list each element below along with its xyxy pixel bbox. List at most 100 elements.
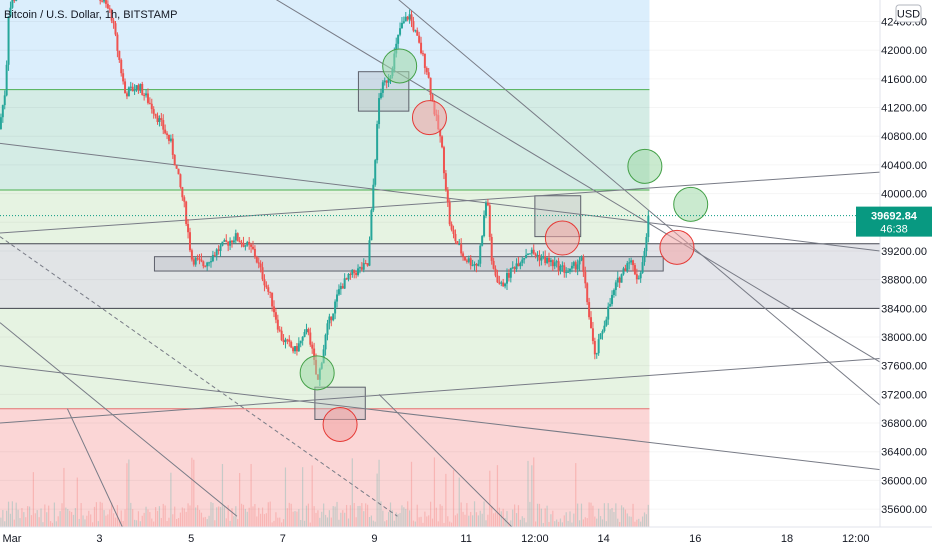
volume-bar <box>128 459 130 527</box>
candle <box>190 250 193 260</box>
gray-band <box>0 243 880 309</box>
volume-bar <box>472 515 474 527</box>
candle <box>139 83 142 91</box>
candle <box>490 236 493 261</box>
candle <box>477 263 480 266</box>
candle <box>154 113 157 116</box>
x-tick-label: 3 <box>96 533 102 545</box>
volume-bar <box>569 511 571 527</box>
currency-badge[interactable]: USD <box>895 4 922 23</box>
candle <box>211 254 214 262</box>
candle <box>601 331 604 334</box>
volume-bar <box>139 521 141 527</box>
candle <box>183 197 186 202</box>
volume-bar <box>374 521 376 527</box>
candle <box>357 268 360 276</box>
volume-bar <box>309 522 311 527</box>
dashed-trendline <box>0 236 398 517</box>
volume-bar <box>6 510 8 527</box>
volume-bar <box>93 506 96 527</box>
volume-bar <box>494 512 497 527</box>
volume-bar <box>55 521 57 527</box>
volume-bar <box>447 516 449 527</box>
volume-bar <box>601 519 604 527</box>
red-circle <box>411 100 447 136</box>
volume-bar <box>449 521 451 527</box>
candle <box>471 265 474 267</box>
candle <box>160 118 163 121</box>
volume-bar <box>233 516 235 527</box>
candle <box>633 265 636 275</box>
volume-bar <box>460 502 462 527</box>
price-badge-countdown: 46:38 <box>880 224 908 236</box>
candle <box>475 264 478 266</box>
candle <box>555 261 558 263</box>
candle <box>462 253 465 257</box>
candle <box>324 334 327 350</box>
volume-bar <box>628 516 630 527</box>
volume-bar <box>330 517 332 527</box>
volume-bar <box>277 517 279 527</box>
volume-bar <box>441 505 443 527</box>
candle <box>133 90 136 92</box>
candle <box>635 274 638 280</box>
volume-bar <box>540 508 542 527</box>
candle <box>213 254 216 256</box>
price-badge-price: 39692.84 <box>871 211 918 223</box>
volume-bar <box>282 519 285 527</box>
candle <box>208 262 211 264</box>
candle <box>150 103 153 110</box>
volume-bar <box>430 501 432 527</box>
volume-bar <box>0 517 2 527</box>
candle <box>551 260 554 267</box>
candle <box>343 278 346 289</box>
volume-bar <box>261 507 264 527</box>
candle <box>188 232 191 251</box>
volume-bar <box>389 502 392 527</box>
volume-bar <box>168 517 170 527</box>
y-tick-label: 38000.00 <box>881 332 927 344</box>
volume-bar <box>151 518 153 527</box>
candle <box>322 349 325 364</box>
candle <box>196 258 199 260</box>
candle <box>103 0 106 2</box>
volume-bar <box>620 505 623 527</box>
volume-bar <box>556 519 558 527</box>
volume-bar <box>170 472 172 527</box>
volume-bar <box>239 472 241 527</box>
candle <box>498 282 501 284</box>
volume-bar <box>271 522 273 527</box>
candle <box>257 262 260 264</box>
candle <box>414 30 417 32</box>
trendlines-layer <box>0 0 881 528</box>
volume-bar <box>512 509 514 527</box>
volume-bar <box>376 473 378 527</box>
candle <box>309 332 312 345</box>
volume-bar <box>342 510 344 527</box>
volume-bar <box>69 510 71 527</box>
volume-bar <box>206 519 208 527</box>
x-tick-label: 5 <box>188 533 194 545</box>
candle <box>337 289 340 295</box>
candle <box>563 265 566 273</box>
volume-bar <box>588 502 590 527</box>
volume-bar <box>122 520 124 527</box>
candle <box>412 21 415 31</box>
candle <box>376 124 379 161</box>
candle <box>181 187 184 198</box>
candle <box>618 277 621 283</box>
volume-bar <box>470 511 472 527</box>
candle <box>145 93 148 96</box>
volume-bar <box>256 516 258 527</box>
candle <box>418 35 421 43</box>
volume-bar <box>353 502 355 527</box>
volume-bar <box>334 506 336 527</box>
volume-bar <box>552 510 554 527</box>
volume-bar <box>477 515 479 527</box>
candle <box>574 262 577 270</box>
candles-layer <box>0 0 650 386</box>
candle <box>576 264 579 270</box>
volume-bar <box>141 515 143 527</box>
